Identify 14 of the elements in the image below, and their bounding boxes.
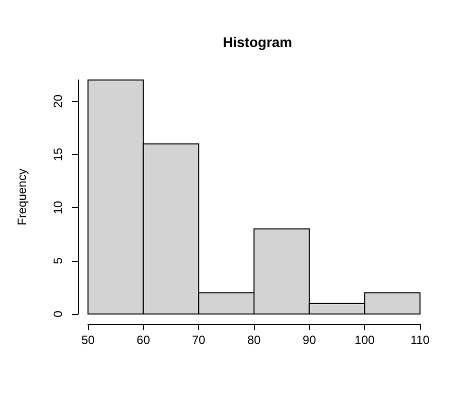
y-tick-label: 5 (51, 257, 65, 264)
y-axis-title: Frequency (15, 168, 29, 226)
x-tick-label: 80 (247, 333, 261, 347)
y-tick-label: 15 (51, 147, 65, 162)
x-tick-label: 110 (410, 333, 430, 347)
y-tick-label: 0 (51, 310, 65, 318)
x-tick-label: 60 (136, 333, 150, 347)
chart-title: Histogram (222, 34, 292, 50)
x-tick-label: 90 (302, 333, 316, 347)
y-tick-label: 10 (51, 200, 65, 214)
x-tick-label: 100 (354, 333, 375, 347)
x-tick-label: 70 (192, 333, 206, 347)
y-tick-label: 20 (51, 94, 65, 108)
x-tick-label: 50 (81, 333, 95, 347)
